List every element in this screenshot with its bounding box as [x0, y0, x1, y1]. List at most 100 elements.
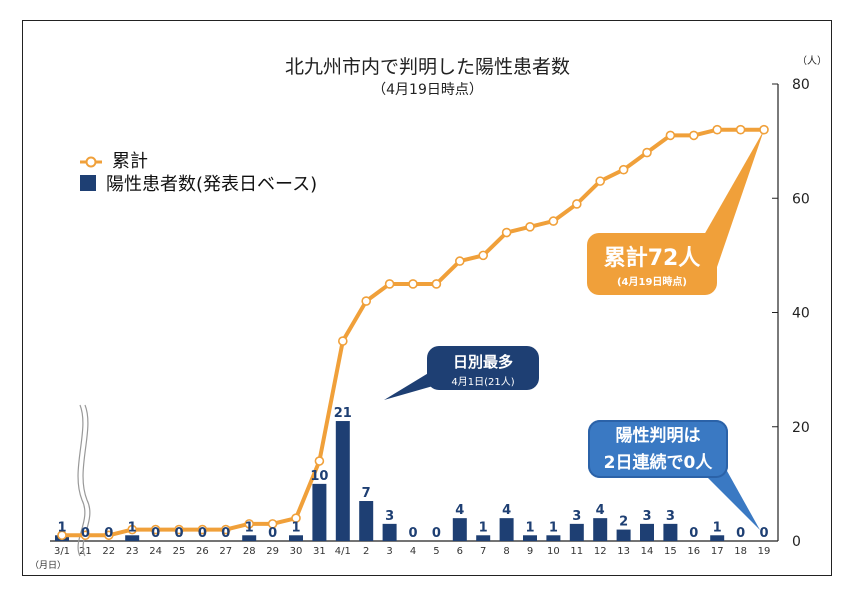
bar-value-label: 4 [596, 503, 605, 518]
callout-zero-line2: 2日連続で0人 [603, 453, 713, 473]
bar-value-label: 1 [291, 520, 300, 535]
daily-bar [359, 501, 374, 541]
bar-value-label: 3 [572, 509, 581, 524]
bar-value-label: 3 [666, 509, 675, 524]
x-tick-label: 14 [641, 546, 654, 557]
chart-title: 北九州市内で判明した陽性患者数 [284, 56, 570, 78]
legend-item-daily: 陽性患者数(発表日ベース) [80, 170, 317, 196]
cumulative-point [267, 519, 278, 529]
bar-value-label: 1 [525, 520, 534, 535]
cumulative-point [314, 456, 325, 466]
cumulative-point [665, 130, 676, 141]
x-tick-label: 4 [410, 546, 416, 557]
bar-value-label: 0 [759, 526, 768, 541]
cumulative-point [150, 524, 161, 535]
bar-value-label: 10 [310, 469, 328, 484]
daily-bar [125, 535, 140, 541]
x-tick-label: 3 [386, 546, 392, 557]
y-tick-label: 80 [792, 77, 810, 93]
x-tick-label: 18 [734, 546, 747, 557]
bar-value-label: 4 [502, 503, 511, 518]
cumulative-point [571, 199, 582, 209]
callout-zero-line1: 陽性判明は [615, 426, 701, 446]
daily-bar [523, 535, 537, 541]
x-tick-label: 5 [433, 546, 439, 557]
x-tick-label: 30 [290, 546, 303, 557]
callout-max-line1: 日別最多 [452, 353, 513, 371]
x-tick-label: 19 [758, 546, 771, 557]
daily-bar [382, 523, 397, 541]
cumulative-point [431, 279, 442, 289]
axis-break-line [77, 404, 86, 557]
x-tick-label: 6 [457, 546, 463, 557]
x-tick-label: 26 [196, 546, 209, 557]
legend-line-marker-icon [80, 152, 102, 173]
x-tick-label: 10 [547, 546, 560, 557]
x-tick-label: 24 [149, 546, 162, 557]
daily-bar [499, 518, 514, 541]
cumulative-point [525, 222, 535, 232]
bar-value-label: 0 [104, 526, 113, 541]
cumulative-point [337, 336, 348, 346]
cumulative-point [291, 513, 301, 523]
daily-bar [663, 523, 678, 541]
daily-bar [569, 523, 584, 541]
legend-item-cumulative: 累計 [80, 147, 148, 173]
bar-value-label: 1 [128, 520, 137, 535]
x-tick-label: 29 [266, 546, 279, 557]
x-tick-label: 21 [79, 546, 92, 557]
y-axis-unit: （人） [797, 56, 827, 67]
callout-cumulative-line1: 累計72人 [603, 246, 701, 271]
x-tick-label: 3/1 [54, 546, 70, 557]
x-tick-label: 27 [219, 546, 232, 557]
callout-daily-max: 日別最多 4月1日(21人) [427, 346, 539, 390]
cumulative-point [197, 524, 208, 535]
bar-value-label: 7 [362, 486, 371, 501]
bar-value-label: 1 [549, 520, 558, 535]
bar-value-label: 0 [268, 526, 277, 541]
x-tick-label: 2 [363, 546, 369, 557]
daily-bar [242, 535, 257, 541]
cumulative-point [618, 164, 629, 175]
x-tick-label: 7 [480, 546, 486, 557]
x-tick-label: 4/1 [335, 546, 351, 557]
chart-frame [22, 20, 832, 576]
bar-value-label: 0 [81, 526, 90, 541]
x-axis-unit: （月日） [30, 560, 66, 571]
y-tick-label: 40 [792, 306, 810, 322]
callout-zero-days: 陽性判明は 2日連続で0人 [588, 420, 728, 478]
cumulative-point [80, 530, 91, 541]
cumulative-point [384, 279, 395, 289]
chart-subtitle: （4月19日時点） [372, 82, 483, 98]
y-tick-label: 0 [792, 534, 801, 550]
bar-value-label: 0 [736, 526, 745, 541]
bar-value-label: 0 [408, 526, 417, 541]
cumulative-point [361, 296, 372, 306]
bar-value-label: 3 [642, 509, 651, 524]
cumulative-point [127, 524, 137, 535]
cumulative-point [454, 256, 465, 266]
cumulative-point [408, 279, 418, 289]
cumulative-point [735, 124, 746, 135]
x-tick-label: 23 [126, 546, 139, 557]
x-tick-label: 16 [687, 546, 700, 557]
bar-value-label: 0 [198, 526, 207, 541]
bar-value-label: 0 [221, 526, 230, 541]
callout-cumulative-line2: (4月19日時点) [616, 277, 687, 288]
y-tick-label: 60 [792, 191, 810, 207]
bar-value-label: 0 [151, 526, 160, 541]
bar-series [55, 421, 725, 541]
bar-value-label: 1 [479, 520, 488, 535]
cumulative-point [688, 130, 699, 141]
bar-value-label: 1 [57, 520, 66, 535]
x-tick-label: 11 [570, 546, 583, 557]
x-tick-label: 17 [711, 546, 724, 557]
x-tick-label: 8 [503, 546, 509, 557]
x-tick-label: 31 [313, 546, 326, 557]
cumulative-series [57, 124, 769, 541]
bar-value-label: 2 [619, 515, 628, 530]
bar-value-label: 0 [174, 526, 183, 541]
daily-bar [335, 421, 350, 541]
